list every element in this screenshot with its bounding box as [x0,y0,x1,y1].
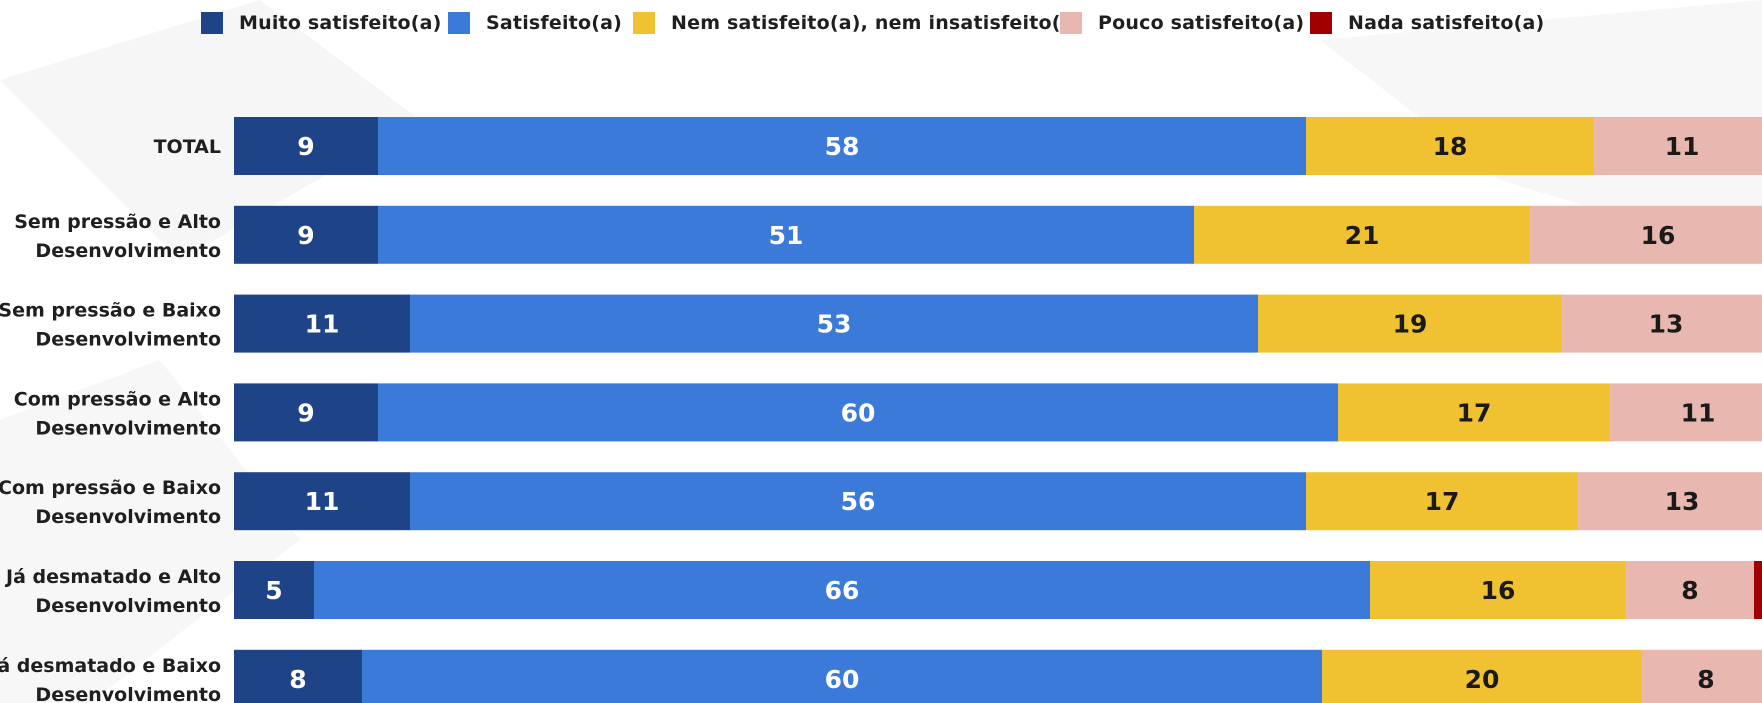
bar-value-label: 11 [305,310,340,339]
bar-segment [362,649,1322,703]
category-label: TOTAL [154,136,221,158]
bar-value-label: 56 [841,487,876,516]
bar-value-label: 21 [1345,221,1380,250]
bar-value-label: 16 [1481,576,1516,605]
category-label: Já desmatado e Baixo Desenvolvimento [0,655,221,703]
bar-value-label: 66 [825,576,860,605]
bar-value-label: 11 [305,487,340,516]
bar-segment [1306,472,1578,531]
bar-value-label: 8 [1697,665,1714,694]
bar-segment [234,561,314,619]
category-label: Já desmatado e Alto Desenvolvimento [4,566,221,617]
bar-value-label: 60 [825,665,860,694]
bar-segment [234,117,378,175]
bar-segment [1258,294,1562,353]
bar-segment [234,472,410,531]
bar-value-label: 8 [1681,576,1698,605]
bar-value-label: 19 [1393,310,1428,339]
legend-label: Nada satisfeito(a) [1348,12,1545,34]
bar-value-label: 58 [825,132,860,161]
bar-value-label: 13 [1649,310,1684,339]
legend-item-pouco-satisfeito: Pouco satisfeito(a) [1060,10,1304,36]
bar-value-label: 11 [1681,398,1716,427]
bar-value-label: 53 [817,310,852,339]
bar-segment [234,383,378,442]
bar-value-label: 9 [297,132,314,161]
bar-segment [1754,561,1762,619]
bar-value-label: 60 [841,398,876,427]
bar-value-label: 16 [1641,221,1676,250]
bar-segment [410,294,1258,353]
bar-segment [378,383,1338,442]
bar-value-label: 5 [265,576,282,605]
legend-label: Satisfeito(a) [486,12,622,34]
category-label: Sem pressão e Baixo Desenvolvimento [0,300,221,351]
legend-swatch [633,12,655,34]
bar-segment [1194,205,1530,264]
legend-swatch [1310,12,1332,34]
bar-segment [410,472,1306,531]
bar-value-label: 9 [297,398,314,427]
bar-segment [234,205,378,264]
bar-value-label: 11 [1665,132,1700,161]
legend-label: Pouco satisfeito(a) [1098,12,1305,34]
bar-segment [1322,649,1642,703]
bar-segment [1530,205,1762,264]
bar-segment [1594,117,1762,175]
legend-item-nem-satisfeito: Nem satisfeito(a), nem insatisfeito(a) [633,10,1083,36]
legend-label: Nem satisfeito(a), nem insatisfeito(a) [671,12,1083,34]
legend-item-nada-satisfeito: Nada satisfeito(a) [1310,10,1544,36]
bar-segment [1370,561,1626,619]
bar-value-label: 8 [289,665,306,694]
bar-value-label: 20 [1465,665,1500,694]
legend-swatch [201,12,223,34]
bar-segment [1626,561,1754,619]
bar-value-label: 9 [297,221,314,250]
bar-segment [234,294,410,353]
chart-legend: Muito satisfeito(a) Satisfeito(a) Nem sa… [0,0,1762,46]
legend-item-muito-satisfeito: Muito satisfeito(a) [201,10,442,36]
category-label: Com pressão e Alto Desenvolvimento [14,388,221,439]
bar-segment [1338,383,1610,442]
bar-segment [314,561,1370,619]
bar-segment [1642,649,1762,703]
bar-value-label: 17 [1425,487,1460,516]
bar-segment [1610,383,1762,442]
bar-segment [1578,472,1762,531]
bar-value-label: 18 [1433,132,1468,161]
bar-value-label: 51 [769,221,804,250]
legend-label: Muito satisfeito(a) [239,12,442,34]
bar-segment [1306,117,1594,175]
legend-swatch [448,12,470,34]
category-label: Com pressão e Baixo Desenvolvimento [0,477,221,528]
bar-segment [378,117,1306,175]
bar-segment [234,649,362,703]
category-label: Sem pressão e Alto Desenvolvimento [14,211,221,262]
legend-swatch [1060,12,1082,34]
bar-segment [1562,294,1762,353]
legend-item-satisfeito: Satisfeito(a) [448,10,622,36]
bar-value-label: 13 [1665,487,1700,516]
bar-value-label: 17 [1457,398,1492,427]
bar-segment [378,205,1194,264]
